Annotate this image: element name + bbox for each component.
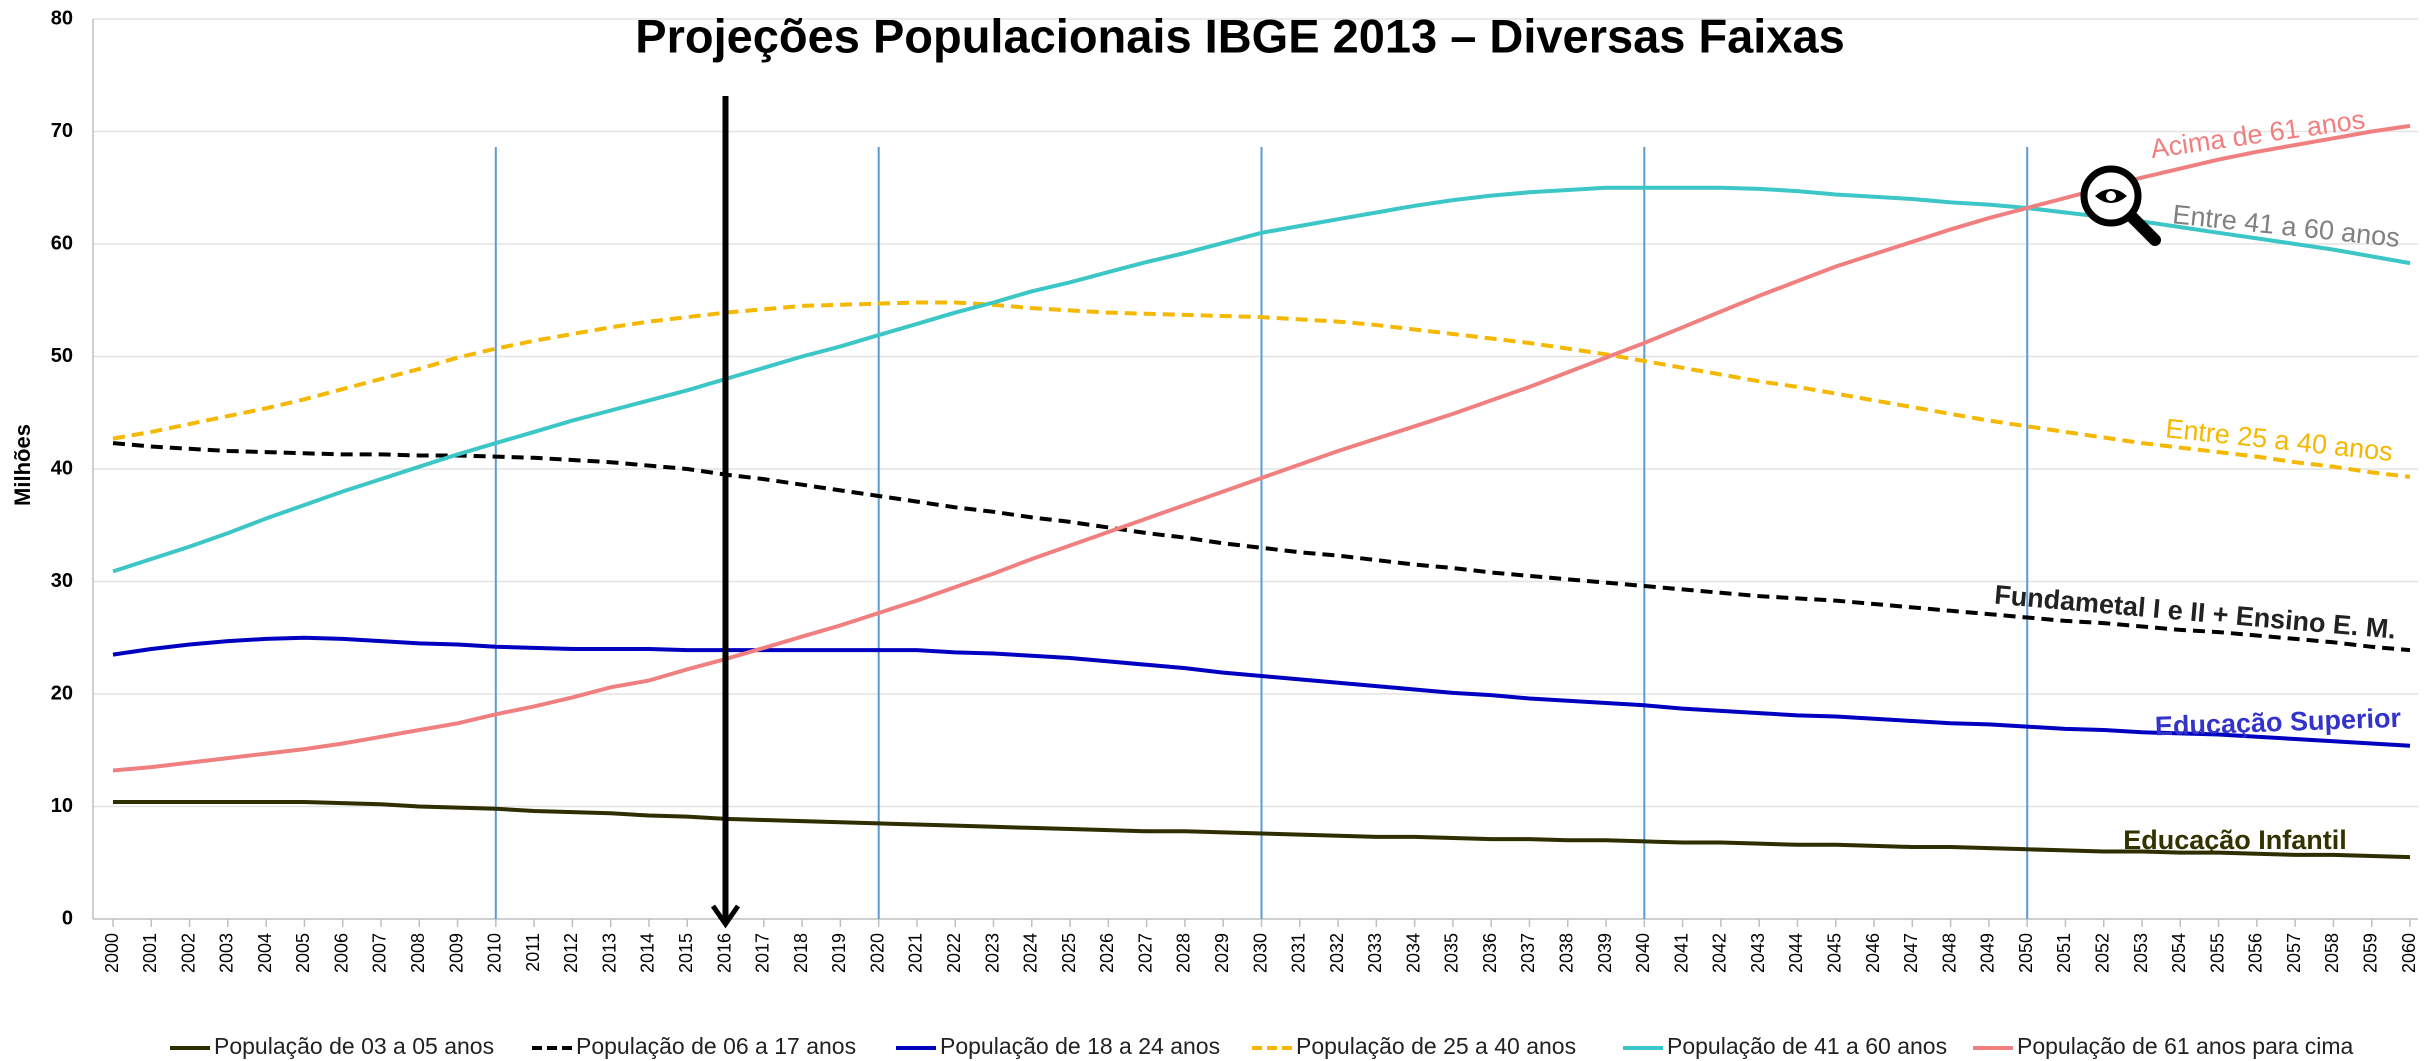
annotation: Acima de 61 anos [2149,104,2367,164]
x-tick-label: 2052 [2092,933,2112,973]
x-tick-label: 2022 [944,933,964,973]
y-tick-label: 10 [51,795,73,817]
y-tick-label: 70 [51,120,73,142]
x-tick-label: 2057 [2284,933,2304,973]
x-tick-label: 2023 [982,933,1002,973]
x-tick-label: 2015 [676,933,696,973]
x-tick-label: 2049 [1978,933,1998,973]
x-tick-label: 2043 [1748,933,1768,973]
x-tick-label: 2000 [102,933,122,973]
x-tick-label: 2009 [446,933,466,973]
arrow-head [710,904,741,929]
x-tick-label: 2004 [255,933,275,973]
y-tick-label: 60 [51,232,73,254]
x-tick-label: 2050 [2016,933,2036,973]
x-tick-label: 2006 [331,933,351,973]
arrow [710,96,741,929]
chart-title: Projeções Populacionais IBGE 2013 – Dive… [635,9,1845,62]
x-tick-label: 2048 [1939,933,1959,973]
series-line [112,300,2411,479]
x-tick-label: 2036 [1480,933,1500,973]
x-tick-label: 2012 [561,933,581,973]
x-tick-label: 2037 [1518,933,1538,973]
x-tick-label: 2045 [1825,933,1845,973]
annotation: Educação Superior [2154,703,2401,742]
x-tick-label: 2020 [867,933,887,973]
legend-label: População de 41 a 60 anos [1667,1033,1947,1059]
x-tick-label: 2029 [1212,933,1232,973]
x-tick-label: 2059 [2360,933,2380,973]
y-tick-label: 30 [51,570,73,592]
y-tick-label: 20 [51,682,73,704]
x-tick-label: 2060 [2399,933,2419,973]
legend-label: População de 25 a 40 anos [1296,1033,1576,1059]
x-tick-label: 2028 [1174,933,1194,973]
y-tick-label: 80 [51,7,73,29]
x-tick-label: 2039 [1595,933,1615,973]
x-tick-label: 2014 [638,933,658,973]
legend-label: População de 61 anos para cima [2017,1033,2353,1059]
legend: População de 03 a 05 anos População de 06… [170,1033,2353,1059]
x-tick-label: 2027 [1135,933,1155,973]
series-lines [112,123,2411,860]
x-tick-label: 2056 [2246,933,2266,973]
x-tick-label: 2034 [1403,933,1423,973]
x-tick-label: 2051 [2054,933,2074,973]
series-line [113,800,2411,860]
x-tick-label: 2007 [370,933,390,973]
y-tick-label: 40 [51,457,73,479]
x-tick-label: 2008 [408,933,428,973]
series-line [112,441,2411,653]
legend-label: População de 06 a 17 anos [576,1033,856,1059]
x-tick-label: 2046 [1863,933,1883,973]
x-tick-label: 2041 [1671,933,1691,973]
series-line [112,635,2411,748]
x-tick-label: 2035 [1442,933,1462,973]
x-tick-label: 2044 [1786,933,1806,973]
annotation: Entre 41 a 60 anos [2171,199,2401,253]
x-tick-label: 2038 [1557,933,1577,973]
x-tick-label: 2019 [829,933,849,973]
y-tick-label: 50 [51,345,73,367]
x-tick-label: 2011 [523,933,543,972]
legend-label: População de 03 a 05 anos [214,1033,494,1059]
annotation: Educação Infantil [2123,825,2347,855]
x-tick-label: 2055 [2207,933,2227,973]
x-tick-label: 2040 [1633,933,1653,973]
x-tick-label: 2054 [2169,933,2189,973]
legend-label: População de 18 a 24 anos [940,1033,1220,1059]
annotation: Fundametal I e II + Ensino E. M. [1993,580,2397,645]
x-tick-label: 2047 [1901,933,1921,973]
y-axis-label: Milhões [10,424,35,506]
x-tick-label: 2013 [599,933,619,973]
x-tick-label: 2032 [1327,933,1347,973]
x-tick-label: 2018 [791,933,811,973]
x-tick-label: 2005 [293,933,313,973]
x-tick-label: 2016 [714,933,734,973]
x-tick-label: 2003 [217,933,237,973]
series-line [112,123,2411,773]
x-tick-label: 2033 [1365,933,1385,973]
x-tick-label: 2053 [2131,933,2151,973]
x-tick-label: 2024 [1021,933,1041,973]
y-tick-label: 0 [62,907,73,929]
x-tick-label: 2010 [485,933,505,973]
x-tick-label: 2030 [1250,933,1270,973]
x-tick-label: 2001 [140,933,160,973]
x-tick-label: 2058 [2322,933,2342,973]
x-tick-label: 2042 [1710,933,1730,973]
decade-lines [494,147,2029,919]
magnifier-icon [2080,165,2161,246]
x-tick-label: 2021 [906,933,926,973]
x-tick-label: 2031 [1289,933,1309,973]
x-tick-label: 2017 [753,933,773,973]
x-tick-label: 2026 [1097,933,1117,973]
x-tick-label: 2025 [1059,933,1079,973]
x-tick-label: 2002 [178,933,198,973]
